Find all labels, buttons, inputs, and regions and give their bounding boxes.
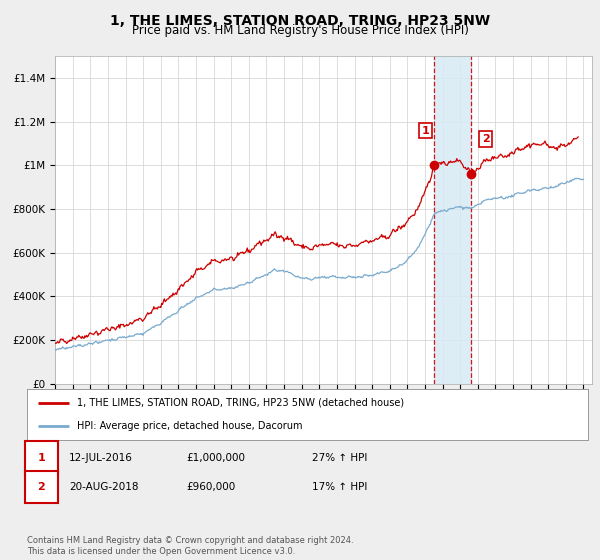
Text: 1: 1 xyxy=(422,125,430,136)
Text: 12-JUL-2016: 12-JUL-2016 xyxy=(69,452,133,463)
Text: 17% ↑ HPI: 17% ↑ HPI xyxy=(312,482,367,492)
Text: 1, THE LIMES, STATION ROAD, TRING, HP23 5NW: 1, THE LIMES, STATION ROAD, TRING, HP23 … xyxy=(110,14,490,28)
Text: Price paid vs. HM Land Registry's House Price Index (HPI): Price paid vs. HM Land Registry's House … xyxy=(131,24,469,37)
Text: £960,000: £960,000 xyxy=(186,482,235,492)
Text: 27% ↑ HPI: 27% ↑ HPI xyxy=(312,452,367,463)
Text: HPI: Average price, detached house, Dacorum: HPI: Average price, detached house, Daco… xyxy=(77,421,303,431)
Text: 2: 2 xyxy=(482,134,490,144)
Text: 2: 2 xyxy=(38,482,45,492)
Text: £1,000,000: £1,000,000 xyxy=(186,452,245,463)
Text: 20-AUG-2018: 20-AUG-2018 xyxy=(69,482,139,492)
Text: 1, THE LIMES, STATION ROAD, TRING, HP23 5NW (detached house): 1, THE LIMES, STATION ROAD, TRING, HP23 … xyxy=(77,398,404,408)
Bar xyxy=(434,56,472,384)
Text: Contains HM Land Registry data © Crown copyright and database right 2024.
This d: Contains HM Land Registry data © Crown c… xyxy=(27,536,353,556)
Text: 1: 1 xyxy=(38,452,45,463)
